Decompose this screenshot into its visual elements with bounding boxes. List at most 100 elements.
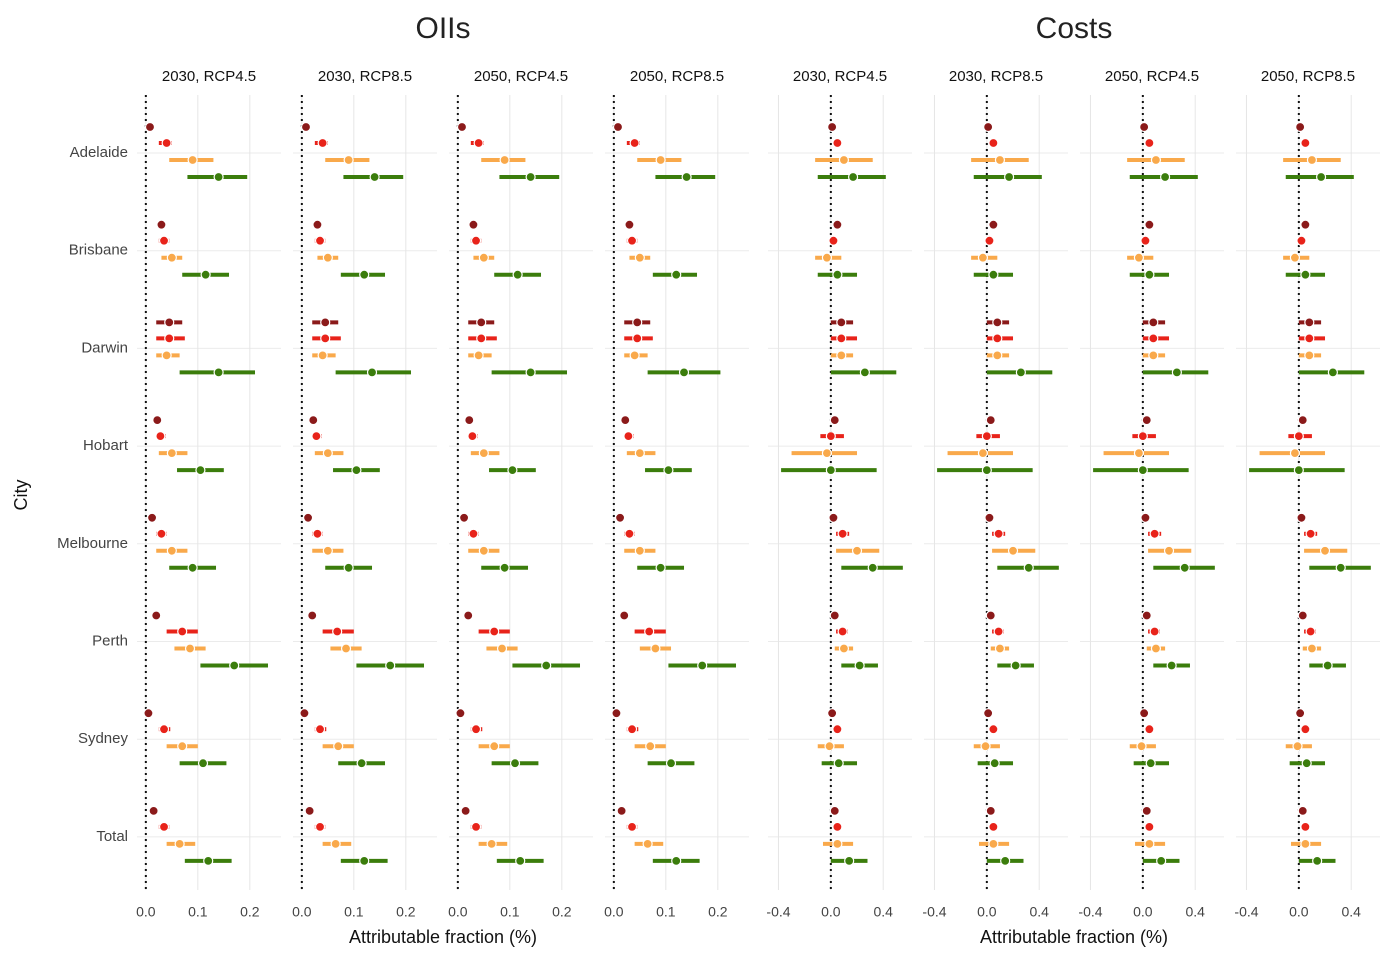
point (356, 758, 367, 769)
point (1305, 626, 1316, 637)
point (827, 121, 838, 133)
point (632, 317, 643, 328)
point (828, 512, 839, 523)
point (156, 528, 167, 539)
point (665, 758, 677, 769)
point (1163, 545, 1175, 556)
point (992, 350, 1003, 361)
point (611, 708, 622, 719)
point (1156, 855, 1167, 867)
point (463, 610, 474, 621)
point (468, 219, 479, 230)
point (166, 448, 177, 459)
point (985, 805, 996, 817)
point (478, 252, 489, 263)
point (1300, 838, 1311, 850)
point (499, 154, 510, 166)
point (300, 121, 312, 133)
panel-title: 2030, RCP4.5 (162, 68, 256, 85)
point (1148, 350, 1159, 361)
point (988, 724, 999, 735)
panel-title: 2050, RCP8.5 (1261, 68, 1355, 85)
panel-title: 2050, RCP4.5 (474, 68, 568, 85)
point (476, 317, 487, 328)
point (832, 219, 843, 230)
point (1297, 805, 1308, 817)
point (614, 512, 626, 523)
x-tick-label: 0.2 (708, 904, 728, 920)
point (320, 333, 331, 344)
point (1166, 660, 1177, 671)
x-tick-label: 0.0 (604, 904, 624, 920)
point (1300, 219, 1311, 230)
x-tick-label: 0.2 (552, 904, 572, 920)
point (992, 333, 1003, 344)
point (164, 317, 175, 328)
point (155, 431, 166, 442)
point (1150, 154, 1162, 166)
point (697, 660, 708, 671)
point (166, 545, 177, 556)
point (195, 465, 206, 476)
point (977, 448, 989, 459)
point (1297, 415, 1308, 426)
point (470, 724, 482, 735)
city-label: Hobart (83, 437, 129, 454)
point (623, 431, 634, 442)
point (629, 137, 640, 149)
point (632, 333, 643, 344)
point (1000, 855, 1011, 867)
point (836, 317, 847, 328)
point (359, 269, 370, 280)
point (213, 367, 224, 378)
point (473, 350, 484, 361)
point (187, 562, 198, 573)
point (984, 512, 995, 523)
point (1141, 805, 1152, 817)
x-tick-label: 0.0 (1289, 904, 1309, 920)
point (616, 805, 627, 817)
point (655, 562, 666, 573)
point (1295, 121, 1306, 133)
point (1304, 350, 1315, 361)
point (984, 235, 995, 246)
point (626, 235, 638, 246)
point (829, 415, 840, 426)
point (1133, 448, 1145, 459)
point (620, 415, 631, 426)
point (330, 838, 341, 850)
point (836, 333, 847, 344)
point (1144, 838, 1155, 850)
point (385, 660, 396, 671)
point (1144, 137, 1155, 149)
point (985, 610, 996, 621)
x-tick-label: -0.4 (922, 904, 946, 920)
point (1145, 758, 1156, 769)
point (1289, 448, 1301, 459)
y-axis-label: City (11, 480, 31, 511)
point (1133, 252, 1145, 263)
x-tick-label: 0.0 (292, 904, 312, 920)
city-label: Total (96, 828, 128, 845)
point (369, 171, 380, 183)
point (164, 333, 175, 344)
point (1315, 171, 1327, 183)
point (307, 610, 318, 621)
point (838, 154, 850, 166)
point (499, 562, 510, 573)
point (1149, 528, 1160, 539)
point (152, 415, 163, 426)
point (1327, 367, 1338, 378)
point (1144, 269, 1155, 280)
point (867, 562, 878, 573)
x-tick-label: 0.4 (1341, 904, 1361, 920)
point (847, 171, 859, 183)
point (671, 855, 682, 867)
point (1289, 252, 1301, 263)
point (1141, 415, 1152, 426)
point (983, 121, 994, 133)
point (473, 137, 484, 149)
point (650, 643, 661, 654)
point (1300, 269, 1311, 280)
